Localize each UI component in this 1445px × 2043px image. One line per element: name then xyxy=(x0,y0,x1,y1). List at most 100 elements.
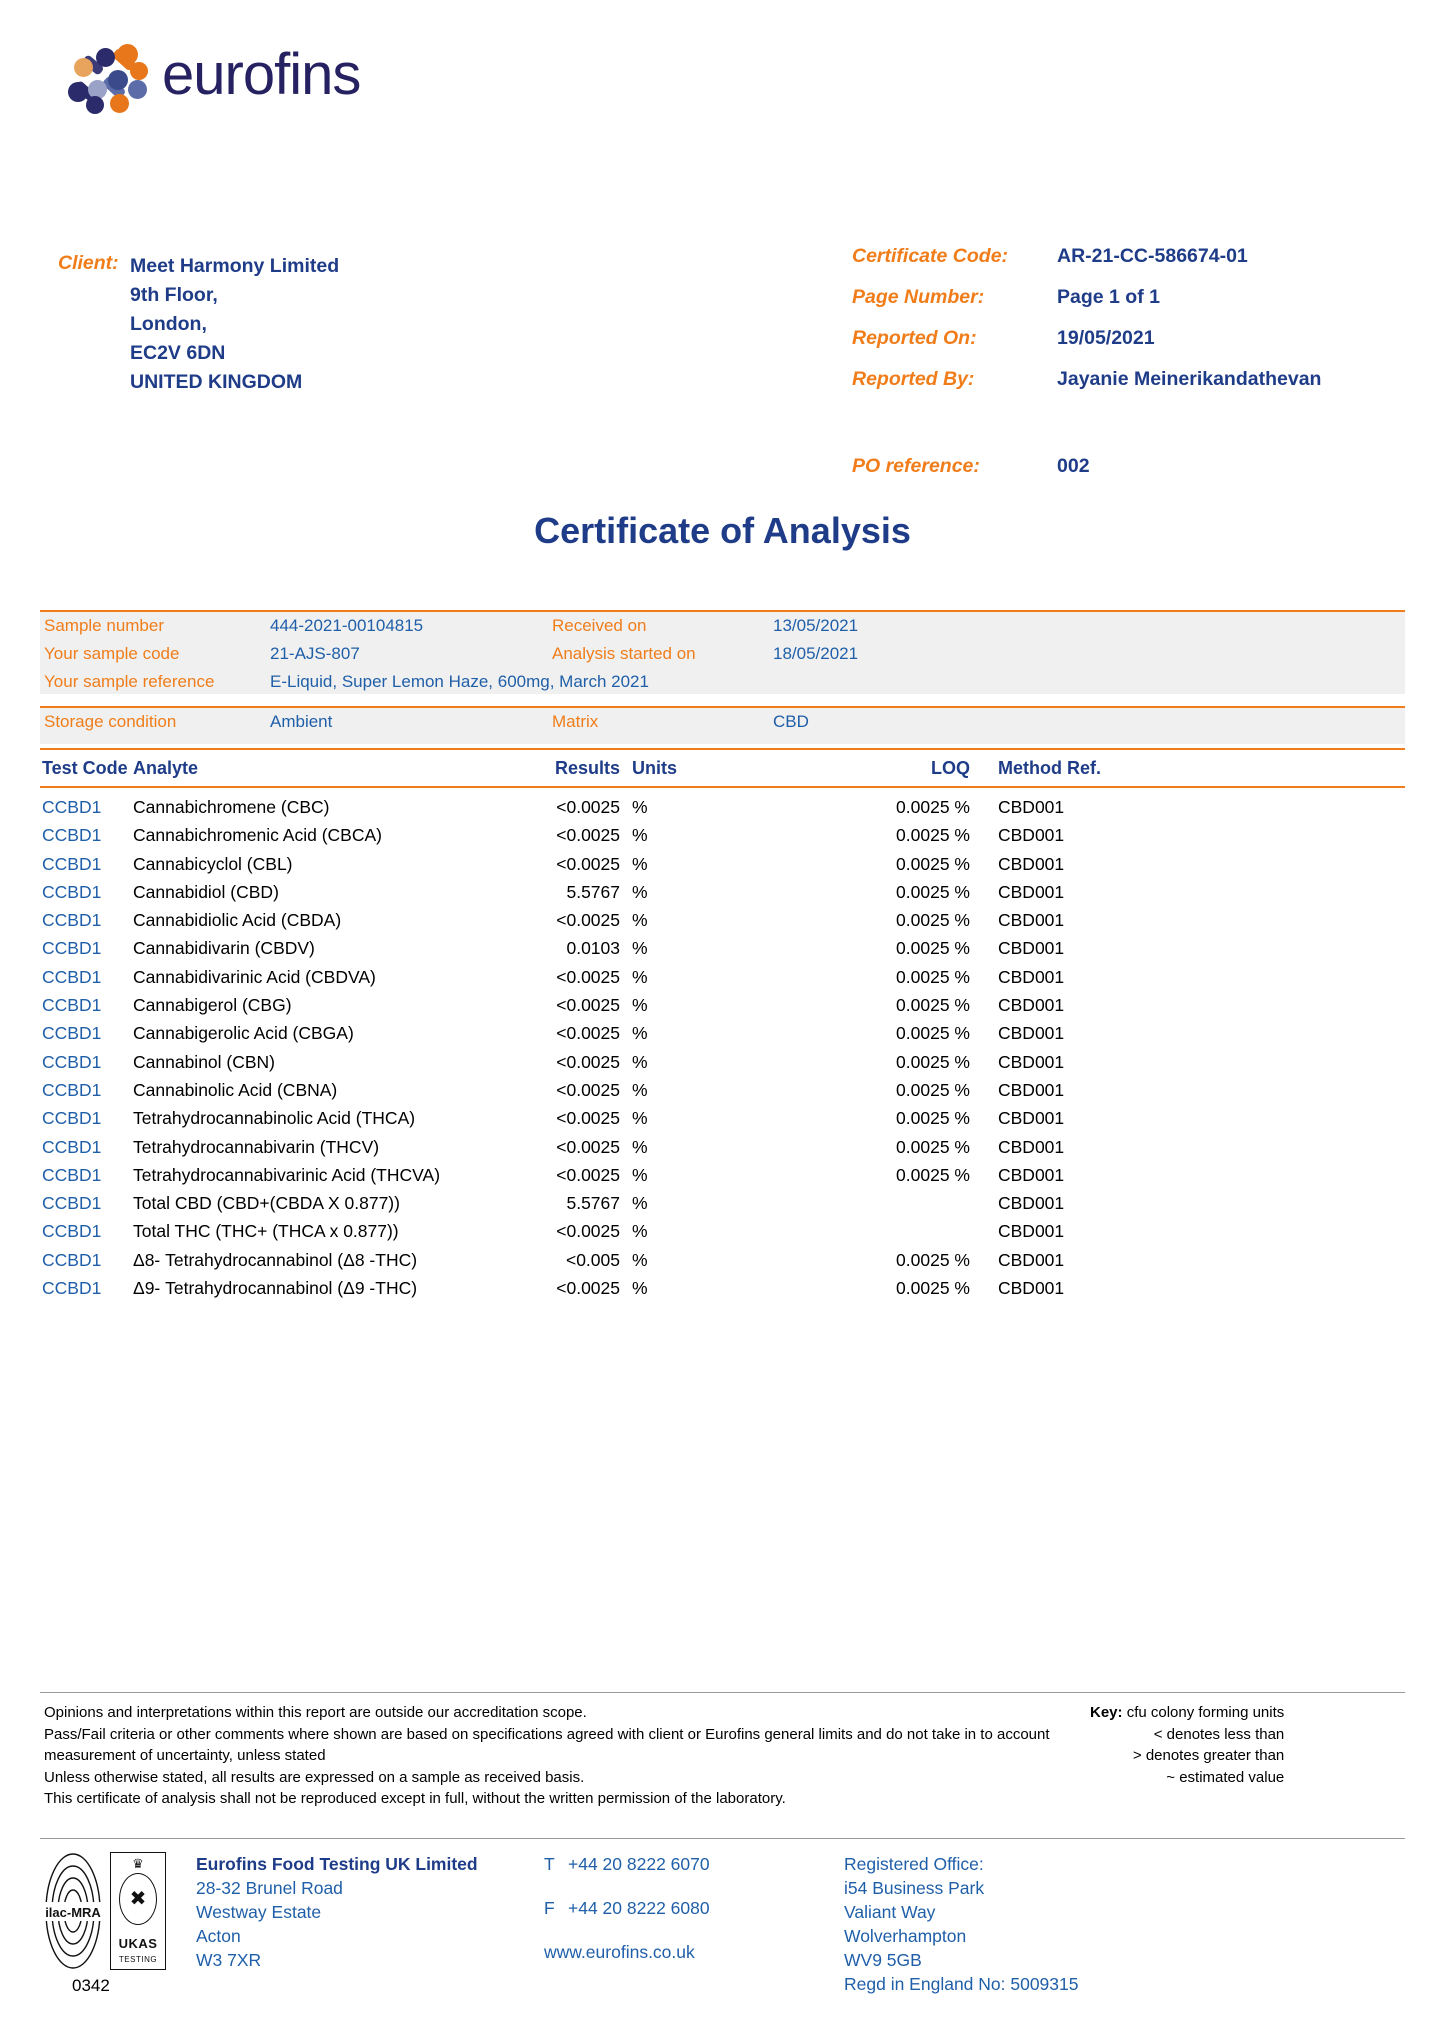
meta-row-reported-on: Reported On: 19/05/2021 xyxy=(852,327,1321,368)
cell-test-code: CCBD1 xyxy=(42,1193,102,1214)
cell-method-ref: CBD001 xyxy=(998,1249,1065,1270)
cell-loq: 0.0025 % xyxy=(896,853,970,874)
storage-matrix-band: Storage condition Ambient Matrix CBD xyxy=(40,706,1405,744)
key-item: > denotes greater than xyxy=(1132,1747,1285,1764)
cell-loq: 0.0025 % xyxy=(896,881,970,902)
cell-result: <0.0025 xyxy=(556,853,620,874)
cell-analyte: Cannabicyclol (CBL) xyxy=(133,853,293,874)
meta-key: Reported By: xyxy=(852,368,975,390)
cell-analyte: Cannabidivarinic Acid (CBDVA) xyxy=(133,966,376,987)
cell-method-ref: CBD001 xyxy=(998,1164,1065,1185)
table-row: CCBD1 Cannabichromene (CBC) <0.0025% 0.0025… xyxy=(40,795,1405,823)
registered-office-line: Valiant Way xyxy=(844,1902,936,1922)
cell-result: <0.0025 xyxy=(556,1221,620,1242)
disclaimer-line: Pass/Fail criteria or other comments whe… xyxy=(44,1725,1050,1765)
cell-method-ref: CBD001 xyxy=(998,853,1065,874)
ukas-label: UKAS xyxy=(118,1936,158,1951)
cell-loq: 0.0025 % xyxy=(896,938,970,959)
table-row: CCBD1 Δ9- Tetrahydrocannabinol (Δ9 -THC) <… xyxy=(40,1276,1405,1304)
key-item: ~ estimated value xyxy=(1166,1768,1285,1786)
cell-method-ref: CBD001 xyxy=(998,881,1065,902)
lab-address-line: Acton xyxy=(196,1926,241,1946)
cell-analyte: Cannabigerolic Acid (CBGA) xyxy=(133,1023,354,1044)
cell-method-ref: CBD001 xyxy=(998,1193,1065,1214)
ukas-circle-shape xyxy=(119,1873,157,1925)
meta-value: AR-21-CC-586674-01 xyxy=(1057,245,1248,267)
column-header-loq: LOQ xyxy=(931,758,970,778)
cell-test-code: CCBD1 xyxy=(42,995,102,1016)
received-on-value: 13/05/2021 xyxy=(773,616,859,635)
cell-loq: 0.0025 % xyxy=(896,910,970,931)
table-row: CCBD1 Total THC (THC+ (THCA x 0.877)) <0.0… xyxy=(40,1219,1405,1247)
disclaimer-line: Opinions and interpretations within this… xyxy=(44,1704,587,1721)
registered-office-block: Registered Office: i54 Business Park Val… xyxy=(844,1852,1079,1996)
meta-key: PO reference: xyxy=(852,455,980,477)
cell-units: % xyxy=(632,910,648,931)
sample-info-row: Your sample reference E-Liquid, Super Le… xyxy=(40,668,1405,696)
cell-test-code: CCBD1 xyxy=(42,910,102,931)
sample-reference-label: Your sample reference xyxy=(44,672,215,691)
cell-test-code: CCBD1 xyxy=(42,966,102,987)
registered-office-line: Wolverhampton xyxy=(844,1926,967,1946)
cell-method-ref: CBD001 xyxy=(998,825,1065,846)
accreditation-number: 0342 xyxy=(72,1976,110,1995)
cell-result: <0.0025 xyxy=(556,910,620,931)
po-reference-block: PO reference: 002 xyxy=(852,455,1090,496)
cell-test-code: CCBD1 xyxy=(42,881,102,902)
cell-test-code: CCBD1 xyxy=(42,797,102,817)
cell-result: <0.0025 xyxy=(556,1023,620,1044)
client-address-line: EC2V 6DN xyxy=(130,342,226,364)
meta-value: 002 xyxy=(1057,455,1090,477)
cell-analyte: Total CBD (CBD+(CBDA X 0.877)) xyxy=(133,1193,400,1214)
fax-row: F +44 20 8222 6080 xyxy=(544,1896,710,1920)
table-row: CCBD1 Cannabinol (CBN) <0.0025% 0.0025 % CBD… xyxy=(40,1050,1405,1078)
matrix-label: Matrix xyxy=(552,712,599,731)
cell-analyte: Cannabidiolic Acid (CBDA) xyxy=(133,910,342,931)
cell-result: 5.5767 xyxy=(566,1193,620,1214)
table-row: CCBD1 Δ8- Tetrahydrocannabinol (Δ8 -THC) <… xyxy=(40,1248,1405,1276)
cell-method-ref: CBD001 xyxy=(998,1108,1065,1129)
client-address-line: 9th Floor, xyxy=(130,284,218,306)
fax-tag: F xyxy=(544,1898,555,1918)
cell-loq: 0.0025 % xyxy=(896,995,970,1016)
sample-code-label: Your sample code xyxy=(44,644,180,663)
cell-analyte: Cannabichromene (CBC) xyxy=(133,797,330,817)
analysis-started-value: 18/05/2021 xyxy=(773,644,859,663)
cell-loq: 0.0025 % xyxy=(896,1278,970,1299)
results-table-header: Test Code Analyte Results Units LOQ Meth… xyxy=(40,748,1405,788)
disclaimer-divider xyxy=(40,1692,1405,1693)
eurofins-logo: eurofins xyxy=(62,42,361,114)
website-link[interactable]: www.eurofins.co.uk xyxy=(544,1942,695,1962)
table-row: CCBD1 Cannabidiolic Acid (CBDA) <0.0025% 0.… xyxy=(40,908,1405,936)
lab-address-line: Westway Estate xyxy=(196,1902,322,1922)
cell-loq: 0.0025 % xyxy=(896,1249,970,1270)
meta-row-certificate-code: Certificate Code: AR-21-CC-586674-01 xyxy=(852,245,1321,286)
client-label: Client: xyxy=(58,252,119,274)
cell-method-ref: CBD001 xyxy=(998,1136,1065,1157)
telephone-number: +44 20 8222 6070 xyxy=(568,1854,710,1874)
accreditation-block: ilac-MRA ♛ ✖ UKAS TESTING 0342 xyxy=(44,1852,194,1996)
cell-units: % xyxy=(632,1164,648,1185)
column-header-method-ref: Method Ref. xyxy=(998,758,1101,778)
cell-units: % xyxy=(632,853,648,874)
lab-address-line: 28-32 Brunel Road xyxy=(196,1878,343,1898)
cell-units: % xyxy=(632,825,648,846)
cell-units: % xyxy=(632,1249,648,1270)
cell-result: <0.0025 xyxy=(556,1051,620,1072)
lab-address-line: W3 7XR xyxy=(196,1950,262,1970)
sample-reference-value: E-Liquid, Super Lemon Haze, 600mg, March… xyxy=(270,672,649,691)
meta-key: Page Number: xyxy=(852,286,985,308)
cell-analyte: Cannabichromenic Acid (CBCA) xyxy=(133,825,382,846)
table-row: CCBD1 Tetrahydrocannabinolic Acid (THCA) <… xyxy=(40,1106,1405,1134)
cell-analyte: Cannabinolic Acid (CBNA) xyxy=(133,1079,338,1100)
cell-method-ref: CBD001 xyxy=(998,797,1065,817)
footer-divider xyxy=(40,1838,1405,1839)
cell-units: % xyxy=(632,797,648,817)
sample-info-row: Your sample code 21-AJS-807 Analysis sta… xyxy=(40,640,1405,668)
cell-loq: 0.0025 % xyxy=(896,1136,970,1157)
client-address-line: UNITED KINGDOM xyxy=(130,371,303,393)
contact-block: T +44 20 8222 6070 F +44 20 8222 6080 ww… xyxy=(544,1852,710,1964)
cell-loq: 0.0025 % xyxy=(896,825,970,846)
cell-analyte: Tetrahydrocannabivarin (THCV) xyxy=(133,1136,380,1157)
table-row: CCBD1 Cannabigerolic Acid (CBGA) <0.0025% 0… xyxy=(40,1021,1405,1049)
